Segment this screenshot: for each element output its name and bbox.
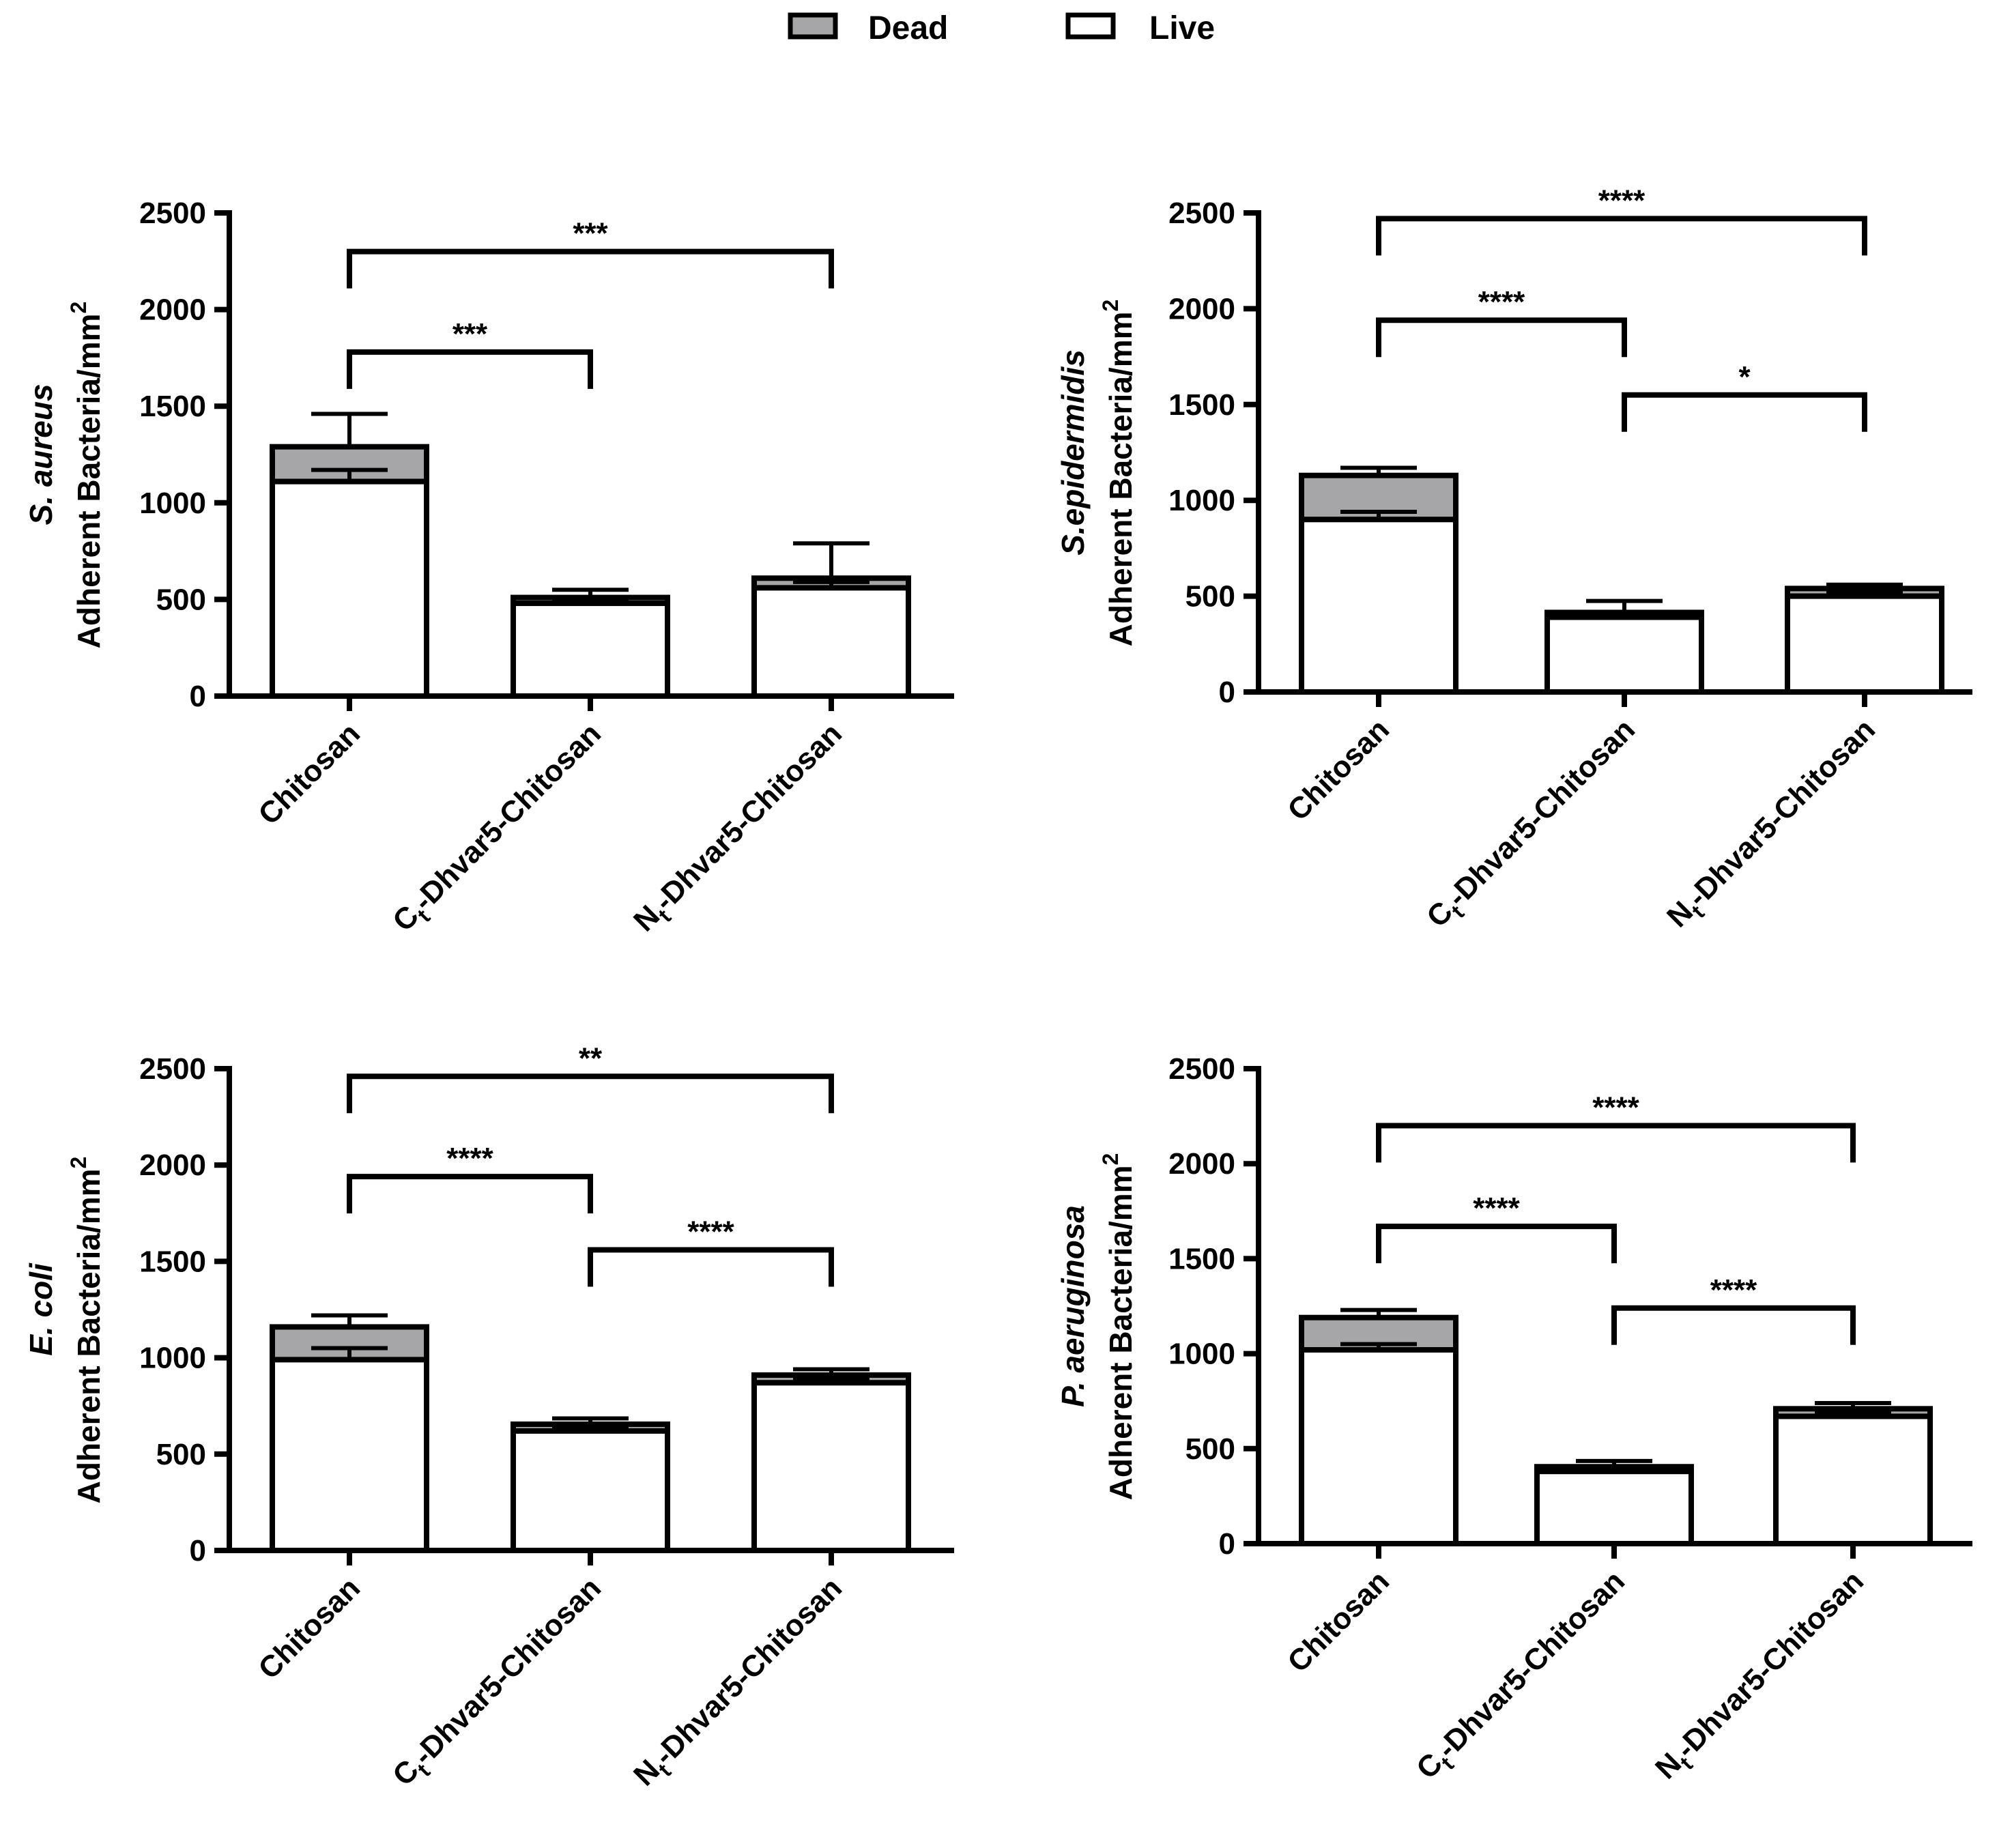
bar-live-segment bbox=[511, 601, 670, 699]
significance-label: **** bbox=[1473, 1192, 1520, 1225]
significance-label: * bbox=[1738, 360, 1751, 394]
legend: Dead Live bbox=[788, 10, 1215, 46]
organism-label: P. aeruginosa bbox=[1055, 1205, 1091, 1407]
y-axis-label: Adherent Bacteria/mm2 bbox=[66, 302, 106, 649]
x-category-label: Chitosan bbox=[252, 1571, 367, 1686]
legend-live-label: Live bbox=[1149, 10, 1215, 46]
y-tick-label: 500 bbox=[1185, 580, 1235, 613]
x-category-label: Chitosan bbox=[252, 717, 367, 831]
legend-live-swatch bbox=[1065, 12, 1116, 40]
significance-label: ** bbox=[579, 1041, 603, 1075]
significance-bracket bbox=[347, 349, 593, 389]
x-category-label: Ct-Dhvar5-Chitosan bbox=[1420, 712, 1645, 938]
y-tick-label: 500 bbox=[1185, 1432, 1235, 1466]
y-tick-label: 1500 bbox=[139, 390, 206, 423]
significance-bracket bbox=[1376, 317, 1627, 358]
bar-live-segment bbox=[1299, 1347, 1458, 1546]
significance-bracket bbox=[347, 248, 834, 289]
y-axis-label: Adherent Bacteria/mm2 bbox=[1098, 300, 1138, 647]
y-tick-label: 2000 bbox=[1168, 1147, 1235, 1181]
significance-label: **** bbox=[1598, 184, 1645, 217]
significance-label: **** bbox=[1478, 285, 1525, 319]
significance-bracket bbox=[347, 1174, 593, 1214]
organism-label: S. aureus bbox=[23, 384, 59, 525]
y-tick-label: 1000 bbox=[1168, 1338, 1235, 1371]
bar-live-segment bbox=[1773, 1413, 1933, 1546]
bar-live-segment bbox=[270, 478, 429, 699]
y-tick-label: 2000 bbox=[139, 1149, 206, 1182]
bar-live-segment bbox=[1534, 1469, 1694, 1547]
bar-live-segment bbox=[1785, 593, 1944, 695]
bar-live-segment bbox=[1299, 517, 1458, 695]
y-axis-label: Adherent Bacteria/mm2 bbox=[66, 1157, 106, 1504]
x-category-label: Nt-Dhvar5-Chitosan bbox=[1649, 1564, 1874, 1789]
y-tick-label: 0 bbox=[190, 1534, 206, 1568]
significance-label: *** bbox=[573, 217, 608, 250]
chart-panel-2: 0 500 1000 1500 2000 2500 Adherent Bacteria/mm… bbox=[1055, 184, 1972, 938]
y-tick-label: 2500 bbox=[1168, 1052, 1235, 1086]
bar-live-segment bbox=[751, 585, 911, 699]
y-tick-label: 500 bbox=[156, 583, 206, 616]
y-tick-label: 1000 bbox=[139, 1342, 206, 1375]
legend-dead-swatch bbox=[788, 12, 838, 40]
organism-label: E. coli bbox=[23, 1262, 59, 1356]
chart-panel-1: 0 500 1000 1500 2000 2500 Adherent Bacteria/mm… bbox=[23, 197, 954, 942]
x-category-label: Nt-Dhvar5-Chitosan bbox=[1661, 712, 1886, 938]
y-tick-label: 2500 bbox=[139, 1052, 206, 1086]
x-category-label: Chitosan bbox=[1281, 1564, 1396, 1679]
bar-live-segment bbox=[511, 1428, 670, 1554]
bar-live-segment bbox=[270, 1357, 429, 1553]
significance-label: **** bbox=[1592, 1091, 1639, 1125]
x-category-label: Ct-Dhvar5-Chitosan bbox=[1410, 1564, 1635, 1789]
x-category-label: Nt-Dhvar5-Chitosan bbox=[627, 717, 852, 942]
organism-label: S.epidermidis bbox=[1055, 349, 1091, 555]
y-tick-label: 500 bbox=[156, 1438, 206, 1471]
x-category-label: Ct-Dhvar5-Chitosan bbox=[386, 717, 612, 942]
bar-live-segment bbox=[1544, 614, 1704, 695]
significance-bracket bbox=[347, 1073, 834, 1114]
significance-bracket bbox=[1622, 392, 1867, 432]
y-tick-label: 2500 bbox=[1168, 197, 1235, 230]
significance-bracket bbox=[1376, 1224, 1617, 1264]
legend-dead-label: Dead bbox=[868, 10, 948, 46]
y-tick-label: 1500 bbox=[1168, 388, 1235, 422]
y-tick-label: 2000 bbox=[1168, 292, 1235, 326]
y-tick-label: 0 bbox=[1219, 676, 1235, 709]
y-axis-label: Adherent Bacteria/mm2 bbox=[1098, 1153, 1138, 1501]
y-tick-label: 0 bbox=[190, 680, 206, 713]
y-tick-label: 0 bbox=[1219, 1527, 1235, 1561]
chart-panel-4: 0 500 1000 1500 2000 2500 Adherent Bacteria/mm… bbox=[1055, 1052, 1972, 1789]
significance-bracket bbox=[1376, 1123, 1856, 1163]
y-tick-label: 1500 bbox=[1168, 1242, 1235, 1275]
y-tick-label: 2500 bbox=[139, 197, 206, 230]
x-category-label: Ct-Dhvar5-Chitosan bbox=[386, 1571, 612, 1796]
x-category-label: Nt-Dhvar5-Chitosan bbox=[627, 1571, 852, 1796]
y-tick-label: 1500 bbox=[139, 1245, 206, 1278]
x-category-label: Chitosan bbox=[1281, 712, 1396, 827]
y-tick-label: 1000 bbox=[139, 487, 206, 520]
significance-bracket bbox=[588, 1247, 834, 1287]
significance-label: **** bbox=[687, 1215, 734, 1248]
chart-panel-3: 0 500 1000 1500 2000 2500 Adherent Bacteria/mm… bbox=[23, 1041, 954, 1796]
y-tick-label: 1000 bbox=[1168, 484, 1235, 517]
significance-label: *** bbox=[452, 317, 488, 351]
chart-panels: 0 500 1000 1500 2000 2500 Adherent Bacteria/mm… bbox=[23, 184, 1972, 1796]
significance-bracket bbox=[1376, 216, 1867, 256]
y-tick-label: 2000 bbox=[139, 293, 206, 327]
bar-live-segment bbox=[751, 1380, 911, 1554]
significance-label: **** bbox=[446, 1142, 493, 1175]
significance-bracket bbox=[1611, 1305, 1856, 1345]
significance-label: **** bbox=[1710, 1273, 1757, 1307]
